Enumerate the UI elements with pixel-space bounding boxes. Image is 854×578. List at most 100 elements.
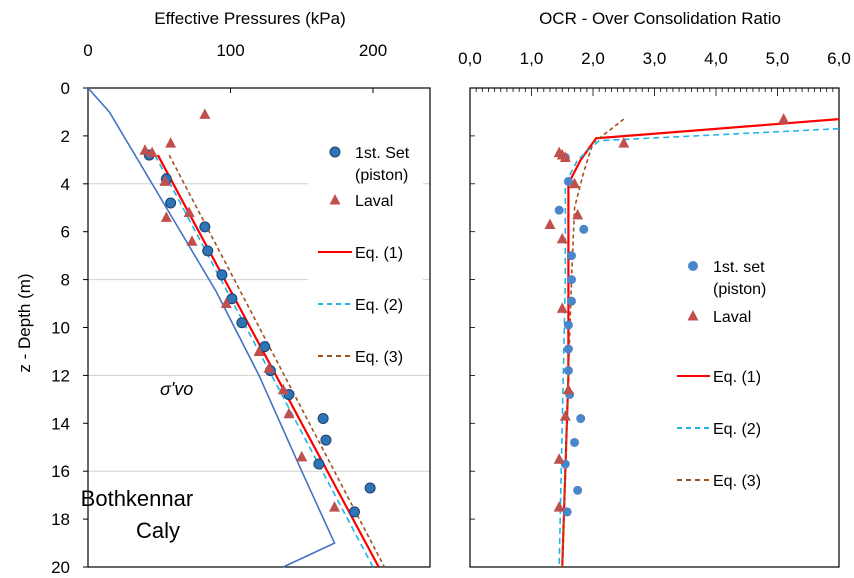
data-point bbox=[259, 341, 271, 353]
data-point bbox=[220, 297, 232, 309]
legend-bg bbox=[308, 140, 423, 372]
y-tick-label: 10 bbox=[51, 319, 70, 338]
y-tick-label: 6 bbox=[61, 223, 70, 242]
data-point bbox=[778, 113, 790, 124]
left-y-axis-label: z - Depth (m) bbox=[15, 273, 34, 372]
x-tick-label: 5,0 bbox=[766, 49, 790, 68]
x-tick-label: 2,0 bbox=[581, 49, 605, 68]
x-tick-label: 0 bbox=[83, 41, 92, 60]
data-point bbox=[566, 251, 576, 261]
data-point bbox=[226, 293, 238, 305]
data-point bbox=[570, 437, 580, 447]
series-line bbox=[87, 87, 336, 568]
x-tick-label: 3,0 bbox=[643, 49, 667, 68]
legend-label: Eq. (1) bbox=[355, 245, 403, 262]
y-tick-label: 12 bbox=[51, 366, 70, 385]
data-point bbox=[165, 137, 177, 148]
data-point bbox=[348, 506, 360, 518]
x-tick-label: 200 bbox=[359, 41, 387, 60]
legend-label: Eq. (3) bbox=[355, 349, 403, 366]
legend-label: Laval bbox=[355, 193, 393, 210]
y-tick-label: 20 bbox=[51, 558, 70, 577]
data-point bbox=[186, 235, 198, 246]
data-point bbox=[199, 108, 211, 119]
data-point bbox=[263, 362, 275, 373]
data-point bbox=[559, 410, 571, 421]
data-point bbox=[544, 218, 556, 230]
legend-label: (piston) bbox=[713, 281, 766, 298]
legend-label: Laval bbox=[713, 309, 751, 326]
data-point bbox=[554, 205, 564, 215]
data-point bbox=[566, 275, 576, 285]
legend-label: Eq. (2) bbox=[355, 297, 403, 314]
x-tick-label: 6,0 bbox=[827, 49, 851, 68]
legend-label: Eq. (1) bbox=[713, 369, 761, 386]
data-point bbox=[160, 211, 172, 222]
data-point bbox=[556, 232, 568, 244]
data-point bbox=[253, 345, 265, 356]
data-point bbox=[317, 413, 329, 425]
legend-label: 1st. set bbox=[713, 259, 765, 276]
data-point bbox=[572, 208, 584, 220]
y-tick-label: 16 bbox=[51, 462, 70, 481]
right-chart-title: OCR - Over Consolidation Ratio bbox=[539, 9, 781, 28]
data-point bbox=[579, 224, 589, 234]
data-point bbox=[562, 383, 574, 395]
data-point bbox=[313, 458, 325, 470]
data-point bbox=[165, 197, 177, 209]
legend-marker bbox=[329, 146, 341, 158]
data-point bbox=[364, 482, 376, 494]
series-line bbox=[154, 154, 374, 568]
y-tick-label: 8 bbox=[61, 271, 70, 290]
x-tick-label: 1,0 bbox=[520, 49, 544, 68]
data-point bbox=[146, 146, 158, 158]
y-tick-label: 14 bbox=[51, 414, 70, 433]
data-point bbox=[199, 221, 211, 233]
series-line bbox=[561, 118, 625, 568]
data-point bbox=[553, 453, 565, 464]
legend-marker bbox=[329, 194, 341, 205]
data-point bbox=[320, 434, 332, 446]
data-point bbox=[139, 144, 151, 155]
legend-marker bbox=[687, 310, 699, 321]
data-point bbox=[576, 414, 586, 424]
data-point bbox=[562, 507, 572, 517]
data-point bbox=[296, 450, 308, 462]
y-tick-label: 2 bbox=[61, 127, 70, 146]
data-point bbox=[566, 296, 576, 306]
legend-label: 1st. Set bbox=[355, 145, 410, 162]
data-point bbox=[216, 269, 228, 281]
data-point bbox=[618, 137, 630, 148]
data-point bbox=[236, 317, 248, 329]
data-point bbox=[573, 485, 583, 495]
data-point bbox=[283, 407, 295, 419]
y-tick-label: 4 bbox=[61, 175, 70, 194]
legend-label: Eq. (2) bbox=[713, 421, 761, 438]
data-point bbox=[183, 206, 195, 218]
data-point bbox=[563, 366, 573, 376]
data-point bbox=[563, 176, 573, 186]
x-tick-label: 0,0 bbox=[458, 49, 482, 68]
y-tick-label: 0 bbox=[61, 79, 70, 98]
x-tick-label: 100 bbox=[216, 41, 244, 60]
sigma-vo-label: σ'vo bbox=[160, 379, 193, 399]
y-tick-label: 18 bbox=[51, 510, 70, 529]
data-point bbox=[563, 344, 573, 354]
data-point bbox=[563, 320, 573, 330]
data-point bbox=[329, 501, 341, 512]
left-chart-title: Effective Pressures (kPa) bbox=[154, 9, 345, 28]
legend-marker bbox=[688, 261, 698, 271]
legend-label: (piston) bbox=[355, 167, 408, 184]
legend-label: Eq. (3) bbox=[713, 473, 761, 490]
bothkennar-annotation: Bothkennar Caly bbox=[81, 486, 200, 543]
data-point bbox=[569, 177, 581, 189]
data-point bbox=[559, 151, 571, 162]
data-point bbox=[277, 383, 289, 395]
data-point bbox=[159, 175, 171, 186]
data-point bbox=[202, 245, 214, 257]
data-point bbox=[556, 302, 568, 313]
data-point bbox=[553, 501, 565, 512]
x-tick-label: 4,0 bbox=[704, 49, 728, 68]
series-line bbox=[156, 154, 380, 568]
